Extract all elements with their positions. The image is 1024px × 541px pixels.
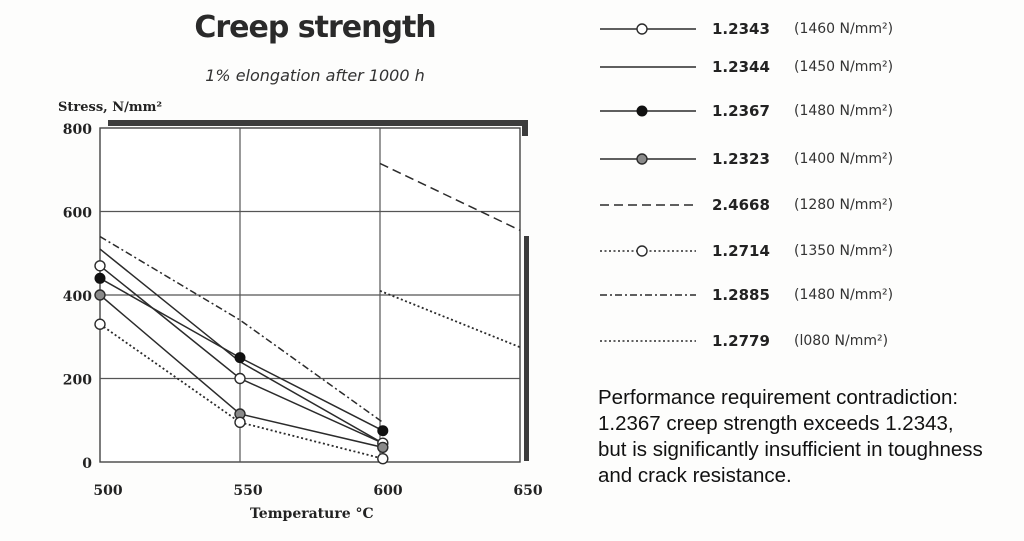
legend-strength: (1480 N/mm²) <box>794 103 894 119</box>
markers <box>94 260 389 465</box>
series-line-2.4668 <box>379 162 521 231</box>
frame-shadow-right <box>524 236 529 461</box>
filled-circle-marker <box>94 272 106 284</box>
x-tick-label: 550 <box>233 483 262 499</box>
legend-swatch-icon <box>600 23 696 35</box>
legend-grade: 1.2714 <box>712 242 770 260</box>
legend-item: 2.4668 (1280 N/mm²) <box>596 190 1016 220</box>
open-circle-marker <box>94 318 106 330</box>
y-tick-label: 0 <box>82 456 92 472</box>
gray-circle-marker <box>636 153 648 165</box>
legend-item: 1.2885 (1480 N/mm²) <box>596 280 1016 310</box>
chart-subtitle: 1% elongation after 1000 h <box>205 66 425 85</box>
x-axis-label: Temperature °C <box>250 506 374 522</box>
legend-item: 1.2714 (1350 N/mm²) <box>596 236 1016 266</box>
legend-strength: (l080 N/mm²) <box>794 333 889 349</box>
x-tick-label: 500 <box>93 483 122 499</box>
gray-circle-marker <box>377 441 389 454</box>
note-line: Performance requirement contradiction: <box>598 386 959 409</box>
legend-item: 1.2343 (1460 N/mm²) <box>596 14 1016 44</box>
note-line: 1.2367 creep strength exceeds 1.2343, <box>598 412 954 435</box>
note-line: but is significantly insufficient in tou… <box>598 438 983 461</box>
legend-item: 1.2344 (1450 N/mm²) <box>596 52 1016 82</box>
frame-shadow-top <box>108 120 528 126</box>
legend-strength: (1460 N/mm²) <box>794 21 894 37</box>
legend-grade: 1.2367 <box>712 102 770 120</box>
legend-swatch-icon <box>600 245 696 257</box>
legend-strength: (1450 N/mm²) <box>794 59 894 75</box>
legend-grade: 2.4668 <box>712 196 770 214</box>
legend-swatch-icon <box>600 66 696 68</box>
legend-swatch-icon <box>600 153 696 165</box>
legend-item: 1.2323 (1400 N/mm²) <box>596 144 1016 174</box>
legend-grade: 1.2344 <box>712 58 770 76</box>
chart-title: Creep strength <box>194 10 436 45</box>
open-circle-marker <box>234 416 246 429</box>
x-tick-label: 600 <box>373 483 402 499</box>
legend-strength: (1480 N/mm²) <box>794 287 894 303</box>
legend-grade: 1.2323 <box>712 150 770 168</box>
series-line-1.2885 <box>99 235 384 423</box>
x-tick-label: 650 <box>513 483 542 499</box>
frame-shadow-right-top <box>522 120 528 136</box>
legend-item: 1.2779 (l080 N/mm²) <box>596 326 1016 356</box>
open-circle-marker <box>234 372 246 385</box>
legend-strength: (1280 N/mm²) <box>794 197 894 213</box>
legend-swatch-icon <box>600 340 696 342</box>
plot-area: 500 550 600 650 0 200 400 600 800 <box>63 120 543 499</box>
filled-circle-marker <box>636 105 648 117</box>
legend-grade: 1.2779 <box>712 332 770 350</box>
y-tick-label: 800 <box>63 122 92 138</box>
y-tick-label: 200 <box>63 373 92 389</box>
open-circle-marker <box>377 452 389 465</box>
gray-circle-marker <box>94 289 106 301</box>
axis-ticks: 500 550 600 650 0 200 400 600 800 <box>63 122 543 499</box>
y-tick-label: 400 <box>63 289 92 305</box>
annotation-note: Performance requirement contradiction: 1… <box>598 385 1018 489</box>
filled-circle-marker <box>377 425 389 437</box>
note-line: and crack resistance. <box>598 464 792 487</box>
filled-circle-marker <box>234 352 246 364</box>
data-series <box>94 162 521 465</box>
legend-item: 1.2367 (1480 N/mm²) <box>596 96 1016 126</box>
legend-grade: 1.2885 <box>712 286 770 304</box>
legend-grade: 1.2343 <box>712 20 770 38</box>
legend-swatch-icon <box>600 204 696 206</box>
grid-lines <box>100 128 520 462</box>
legend-swatch-icon <box>600 294 696 296</box>
open-circle-marker <box>636 23 648 35</box>
open-circle-marker <box>636 245 648 257</box>
legend-strength: (1350 N/mm²) <box>794 243 894 259</box>
y-axis-label: Stress, N/mm² <box>58 100 163 115</box>
y-tick-label: 600 <box>63 206 92 222</box>
open-circle-marker <box>94 260 106 272</box>
legend-strength: (1400 N/mm²) <box>794 151 894 167</box>
legend-swatch-icon <box>600 105 696 117</box>
